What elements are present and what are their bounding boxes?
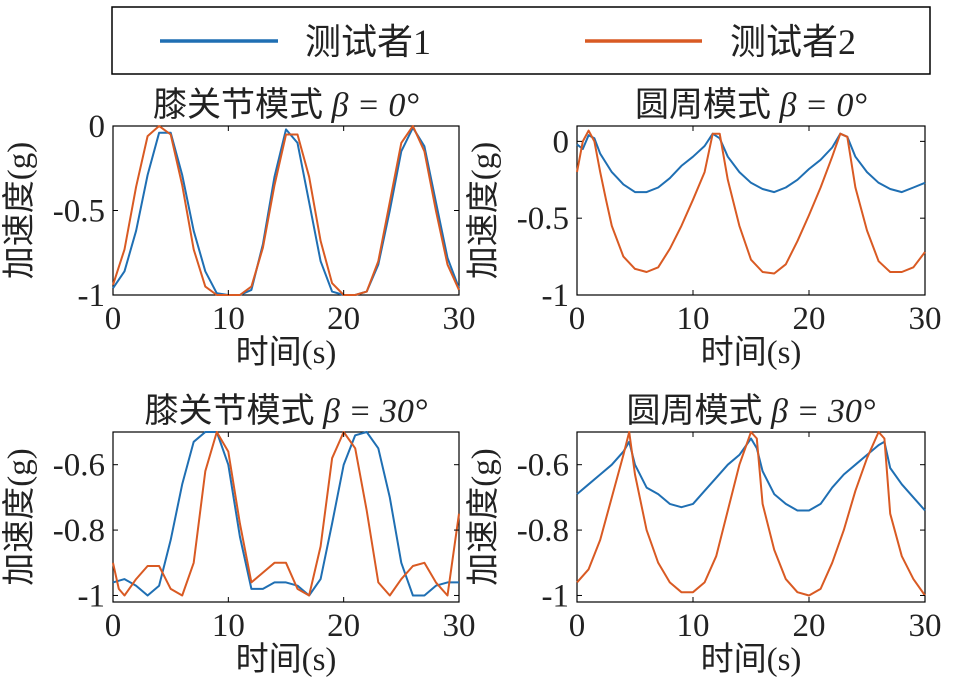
subplot-knee-beta0: 0 10 20 30 0 -0.5 -1 时间(s) 加速度(g) 膝关节模式 β = 0° [1, 86, 476, 371]
subplot-title-mode: 圆周模式 [627, 392, 772, 430]
subplot-title-mode: 圆周模式 [635, 86, 780, 124]
legend-label-1: 测试者1 [305, 22, 431, 62]
series-line-1 [112, 431, 459, 597]
x-axis-label: 时间(s) [701, 335, 802, 371]
series-line-1 [576, 437, 926, 512]
y-axis-label: 加速度(g) [465, 142, 502, 279]
series-line-2 [112, 125, 460, 296]
y-axis-label: 加速度(g) [1, 448, 38, 585]
x-tick-label: 30 [443, 608, 476, 644]
x-axis-label: 时间(s) [236, 642, 337, 678]
x-tick-label: 10 [212, 608, 245, 644]
y-tick-label: -0.5 [53, 194, 105, 230]
subplot-circular-beta30: 0 10 20 30 -0.6 -0.8 -1 时间(s) 加速度(g) 圆周模式 β = 30° [465, 392, 942, 678]
y-tick-label: -0.8 [517, 513, 569, 549]
y-tick-label: 0 [89, 109, 106, 145]
x-tick-label: 20 [793, 301, 826, 337]
y-tick-label: -1 [542, 278, 570, 314]
x-tick-label: 10 [677, 608, 710, 644]
series-line-2 [112, 431, 460, 597]
subplot-title-beta: β = 30° [322, 393, 428, 430]
y-tick-label: -1 [78, 578, 106, 614]
x-tick-label: 0 [569, 301, 586, 337]
y-axis-label: 加速度(g) [465, 448, 502, 585]
subplot-knee-beta30: 0 10 20 30 -0.6 -0.8 -1 时间(s) 加速度(g) 膝关节模式 β = 30… [1, 392, 476, 678]
x-tick-label: 20 [327, 301, 360, 337]
subplot-title-beta: β = 30° [770, 393, 876, 430]
axes-box [576, 125, 926, 296]
y-tick-label: -1 [542, 578, 570, 614]
x-tick-label: 10 [677, 301, 710, 337]
subplot-title: 圆周模式 β = 30° [627, 392, 876, 430]
x-tick-label: 0 [105, 608, 122, 644]
y-tick-label: -0.5 [517, 201, 569, 237]
axes-box [576, 431, 926, 603]
subplot-title: 膝关节模式 β = 30° [145, 392, 428, 430]
y-tick-label: -0.6 [517, 448, 569, 484]
y-tick-label: -0.8 [53, 513, 105, 549]
x-tick-label: 30 [909, 608, 942, 644]
axes-box [112, 125, 460, 296]
y-tick-label: -1 [78, 278, 106, 314]
y-tick-label: -0.6 [53, 448, 105, 484]
x-tick-label: 20 [327, 608, 360, 644]
subplot-title-mode: 膝关节模式 [145, 392, 324, 430]
x-tick-label: 30 [909, 301, 942, 337]
x-axis-label: 时间(s) [236, 335, 337, 371]
series-line-1 [576, 132, 926, 194]
subplot-title: 圆周模式 β = 0° [635, 86, 867, 124]
x-tick-label: 30 [443, 301, 476, 337]
series-line-2 [576, 129, 926, 275]
y-axis-label: 加速度(g) [1, 142, 38, 279]
subplot-title-beta: β = 0° [331, 87, 420, 124]
x-tick-label: 0 [105, 301, 122, 337]
x-tick-label: 20 [793, 608, 826, 644]
subplot-circular-beta0: 0 10 20 30 0 -0.5 -1 时间(s) 加速度(g) 圆周模式 β = 0° [465, 86, 942, 371]
x-tick-label: 0 [569, 608, 586, 644]
subplot-title-beta: β = 0° [779, 87, 868, 124]
series-line-1 [112, 126, 460, 296]
subplot-title: 膝关节模式 β = 0° [153, 86, 419, 124]
x-tick-label: 10 [212, 301, 245, 337]
y-tick-label: 0 [553, 124, 570, 160]
legend: 测试者1 测试者2 [111, 6, 931, 75]
subplot-title-mode: 膝关节模式 [153, 86, 332, 124]
x-axis-label: 时间(s) [701, 642, 802, 678]
series-line-2 [576, 431, 926, 597]
legend-label-2: 测试者2 [730, 22, 856, 62]
